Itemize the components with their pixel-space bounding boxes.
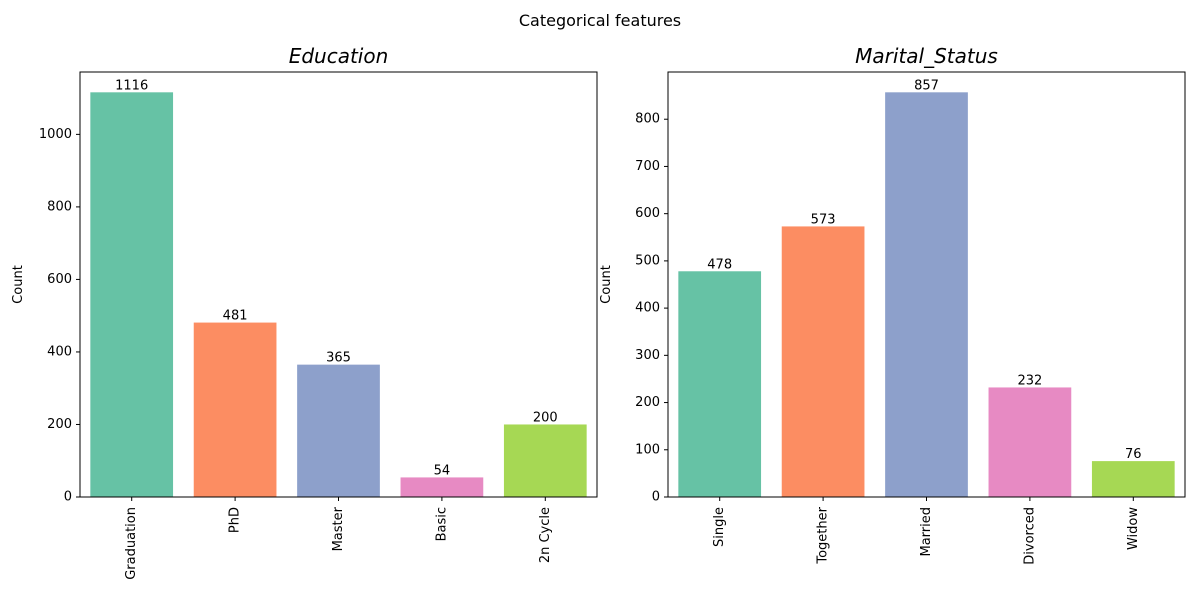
axes-frame [667,71,1186,498]
y-tick-label: 200 [47,417,72,432]
education-chart: 1116 481 365 54 200 Graduation PhD Master Basic 2… [11,44,598,580]
bar-value-label: 54 [434,463,451,478]
bar-phd [193,322,277,497]
panel-title: Education [289,44,389,68]
y-tick-label: 200 [635,395,660,410]
bar-widow [1091,461,1175,497]
x-tick-label: Divorced [1022,507,1037,565]
bar-2n-cycle [503,424,587,497]
bar-value-label: 200 [533,410,558,425]
bar-value-label: 1116 [115,78,148,93]
bar-value-label: 857 [914,78,939,93]
x-tick-label: Graduation [124,507,139,580]
x-tick-label: PhD [228,507,243,533]
bar-single [678,271,762,497]
y-tick-label: 300 [635,348,660,363]
bar-value-label: 481 [223,309,248,324]
bar-value-label: 365 [326,351,351,366]
y-tick-label: 600 [635,206,660,221]
y-tick-label: 0 [64,490,72,505]
bar-together [781,226,865,498]
x-tick-label: Master [331,506,346,551]
bar-value-label: 573 [811,212,836,227]
y-tick-label: 800 [47,199,72,214]
y-axis-label: Count [599,265,614,304]
y-tick-label: 600 [47,272,72,287]
marital-status-chart: 478 573 857 232 76 Single Together Married Divor… [599,44,1186,565]
bar-graduation [90,92,174,497]
bar-basic [400,477,484,497]
x-tick-label: Married [919,507,934,557]
y-tick-label: 0 [652,490,660,505]
x-tick-label: Basic [434,507,449,541]
bar-master [297,364,380,497]
bar-value-label: 478 [707,257,732,272]
y-tick-label: 800 [635,112,660,127]
bar-married [885,92,968,497]
bar-value-label: 76 [1125,447,1142,462]
y-tick-label: 500 [635,253,660,268]
y-tick-label: 400 [47,344,72,359]
bar-divorced [988,387,1072,497]
figure-suptitle: Categorical features [519,11,681,30]
y-tick-label: 700 [635,159,660,174]
axes-frame [79,71,598,498]
bar-value-label: 232 [1017,373,1042,388]
x-tick-label: Widow [1126,507,1141,550]
y-tick-label: 400 [635,301,660,316]
y-tick-label: 100 [635,442,660,457]
x-tick-label: Together [816,506,831,564]
y-axis-label: Count [11,265,26,304]
x-tick-label: Single [712,507,727,547]
y-tick-label: 1000 [39,127,72,142]
panel-title: Marital_Status [855,44,998,68]
x-tick-label: 2n Cycle [538,507,553,563]
